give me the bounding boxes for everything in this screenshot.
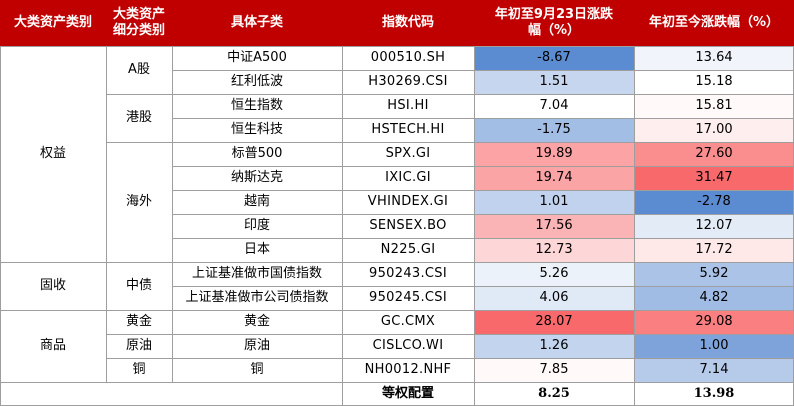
row-10-ytd-sep23: 4.06 [474, 286, 634, 310]
row-3-code: HSTECH.HI [371, 122, 445, 137]
row-4-name: 标普500 [231, 146, 283, 161]
row-7-name: 印度 [243, 218, 270, 233]
group-fixed-income: 固收 [39, 278, 66, 293]
row-3-ytd-now: 17.00 [634, 118, 794, 142]
subgroup-gold: 黄金 [125, 314, 152, 329]
grid-line [172, 70, 794, 71]
group-equity: 权益 [39, 146, 66, 161]
row-6-name: 越南 [243, 194, 270, 209]
subgroup-china-bond: 中债 [125, 278, 152, 293]
grid-line [172, 166, 794, 167]
row-8-code: N225.GI [380, 242, 436, 257]
row-6-ytd-sep23: 1.01 [474, 190, 634, 214]
grid-line [342, 46, 343, 406]
row-1-ytd-sep23: 1.51 [474, 70, 634, 94]
row-1-code: H30269.CSI [368, 74, 448, 89]
grid-line [0, 46, 794, 47]
group-commodity: 商品 [39, 338, 66, 353]
row-2-code: HSI.HI [387, 98, 429, 113]
row-10-name: 上证基准做市公司债指数 [185, 290, 329, 305]
grid-line [0, 46, 1, 406]
header-major-class: 大类资产类别 [0, 0, 106, 46]
row-11-name: 黄金 [243, 314, 270, 329]
grid-line [172, 190, 794, 191]
row-4-ytd-sep23: 19.89 [474, 142, 634, 166]
grid-line [106, 94, 794, 95]
header-ytd-now: 年初至今涨跌幅（%） [634, 0, 794, 46]
header-ytd-sep23: 年初至9月23日涨跌幅（%） [474, 0, 634, 46]
subgroup-crude-oil: 原油 [125, 338, 152, 353]
row-9-name: 上证基准做市国债指数 [191, 266, 322, 281]
row-11-ytd-now: 29.08 [634, 310, 794, 334]
row-5-ytd-now: 31.47 [634, 166, 794, 190]
row-13-ytd-sep23: 7.85 [474, 358, 634, 382]
header-asset: 具体子类 [172, 0, 342, 46]
row-6-ytd-now: -2.78 [634, 190, 794, 214]
row-0-ytd-now: 13.64 [634, 46, 794, 70]
grid-line [172, 46, 173, 382]
subgroup-copper: 铜 [132, 362, 146, 377]
row-8-ytd-sep23: 12.73 [474, 238, 634, 262]
row-12-code: CISLCO.WI [372, 338, 444, 353]
row-12-ytd-now: 1.00 [634, 334, 794, 358]
row-10-code: 950245.CSI [369, 290, 447, 305]
grid-line [172, 286, 794, 287]
row-13-code: NH0012.NHF [364, 362, 452, 377]
row-5-ytd-sep23: 19.74 [474, 166, 634, 190]
grid-line [0, 262, 794, 263]
row-11-code: GC.CMX [380, 314, 436, 329]
row-8-name: 日本 [243, 242, 270, 257]
grid-line [0, 382, 794, 383]
row-4-ytd-now: 27.60 [634, 142, 794, 166]
row-9-code: 950243.CSI [369, 266, 447, 281]
row-13-name: 铜 [250, 362, 264, 377]
subgroup-overseas: 海外 [125, 194, 152, 209]
header-code: 指数代码 [342, 0, 474, 46]
subgroup-a-share: A股 [128, 62, 150, 77]
row-9-ytd-sep23: 5.26 [474, 262, 634, 286]
footer-label: 等权配置 [381, 386, 434, 401]
row-7-ytd-sep23: 17.56 [474, 214, 634, 238]
row-4-code: SPX.GI [385, 146, 431, 161]
grid-line [106, 358, 794, 359]
row-0-ytd-sep23: -8.67 [474, 46, 634, 70]
grid-line [0, 310, 794, 311]
row-3-ytd-sep23: -1.75 [474, 118, 634, 142]
row-7-code: SENSEX.BO [369, 218, 447, 233]
row-12-ytd-sep23: 1.26 [474, 334, 634, 358]
row-2-ytd-now: 15.81 [634, 94, 794, 118]
row-9-ytd-now: 5.92 [634, 262, 794, 286]
grid-line [106, 142, 794, 143]
row-0-name: 中证A500 [227, 50, 287, 65]
row-5-name: 纳斯达克 [230, 170, 283, 185]
grid-line [106, 334, 794, 335]
grid-line [106, 46, 107, 382]
grid-line [474, 46, 475, 406]
row-2-ytd-sep23: 7.04 [474, 94, 634, 118]
row-1-name: 红利低波 [230, 74, 283, 89]
row-12-name: 原油 [243, 338, 270, 353]
footer-ytd-sep23: 8.25 [538, 386, 570, 401]
row-11-ytd-sep23: 28.07 [474, 310, 634, 334]
subgroup-hk-share: 港股 [125, 110, 152, 125]
row-7-ytd-now: 12.07 [634, 214, 794, 238]
grid-line [172, 238, 794, 239]
grid-line [172, 118, 794, 119]
row-6-code: VHINDEX.GI [367, 194, 449, 209]
row-0-code: 000510.SH [370, 50, 446, 65]
row-2-name: 恒生指数 [230, 98, 283, 113]
row-8-ytd-now: 17.72 [634, 238, 794, 262]
row-13-ytd-now: 7.14 [634, 358, 794, 382]
grid-line [634, 46, 635, 406]
grid-line [172, 214, 794, 215]
row-5-code: IXIC.GI [385, 170, 431, 185]
footer-ytd-now: 13.98 [693, 386, 735, 401]
row-3-name: 恒生科技 [230, 122, 283, 137]
header-sub-class: 大类资产细分类别 [106, 0, 172, 46]
row-1-ytd-now: 15.18 [634, 70, 794, 94]
row-10-ytd-now: 4.82 [634, 286, 794, 310]
